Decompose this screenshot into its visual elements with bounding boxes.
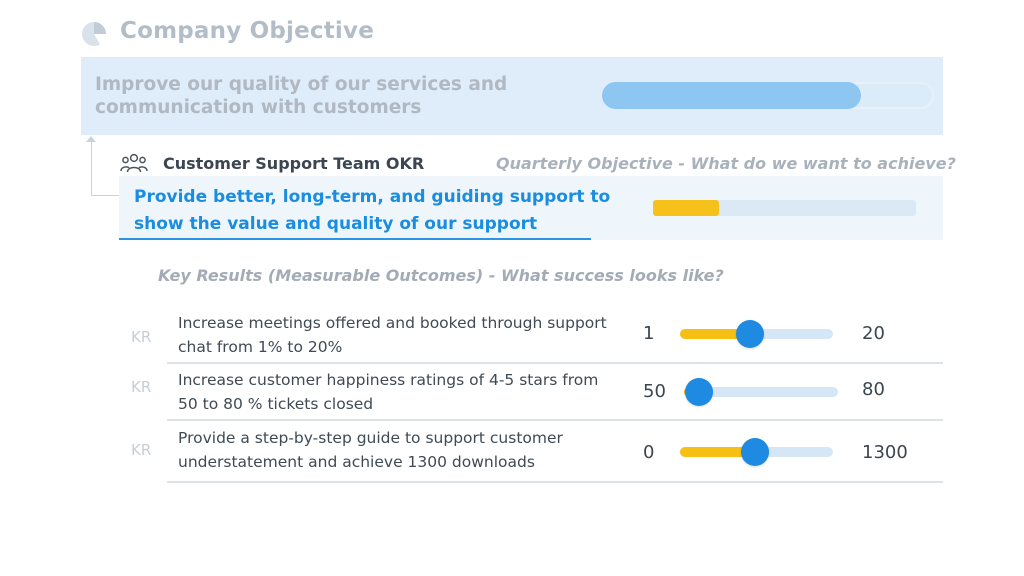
kr-max-value: 80 bbox=[862, 379, 885, 400]
kr-max-value: 20 bbox=[862, 323, 885, 344]
team-objective-text: Provide better, long-term, and guiding s… bbox=[134, 187, 611, 234]
pie-chart-icon bbox=[82, 22, 106, 46]
key-results-heading: Key Results (Measurable Outcomes) - What… bbox=[158, 266, 724, 285]
quarterly-objective-label: Quarterly Objective - What do we want to… bbox=[496, 154, 956, 173]
kr-divider bbox=[167, 419, 943, 421]
team-okr-title: Customer Support Team OKR bbox=[163, 154, 425, 173]
kr-min-value: 1 bbox=[643, 323, 655, 344]
connector-line bbox=[91, 138, 92, 196]
kr-slider-track[interactable] bbox=[684, 387, 838, 397]
kr-slider-handle[interactable] bbox=[685, 378, 713, 406]
kr-slider-fill bbox=[680, 447, 755, 457]
kr-tag: KR bbox=[131, 441, 152, 459]
kr-text: Provide a step-by-step guide to support … bbox=[178, 429, 563, 471]
kr-tag: KR bbox=[131, 328, 152, 346]
connector-line bbox=[91, 195, 119, 196]
team-progress-fill bbox=[653, 200, 719, 216]
team-icon bbox=[120, 153, 148, 173]
kr-divider bbox=[167, 481, 943, 483]
kr-slider-fill bbox=[680, 329, 750, 339]
kr-tag: KR bbox=[131, 378, 152, 396]
company-objective-title: Company Objective bbox=[120, 18, 375, 44]
kr-min-value: 0 bbox=[643, 442, 655, 463]
kr-slider-handle[interactable] bbox=[741, 438, 769, 466]
kr-text: Increase meetings offered and booked thr… bbox=[178, 314, 607, 356]
company-progress-fill bbox=[602, 82, 861, 109]
kr-slider-handle[interactable] bbox=[736, 320, 764, 348]
team-objective-underline bbox=[119, 238, 591, 240]
kr-max-value: 1300 bbox=[862, 442, 908, 463]
kr-divider bbox=[167, 362, 943, 364]
company-objective-text: Improve our quality of our services and … bbox=[95, 74, 508, 118]
kr-text: Increase customer happiness ratings of 4… bbox=[178, 371, 599, 413]
kr-min-value: 50 bbox=[643, 381, 666, 402]
